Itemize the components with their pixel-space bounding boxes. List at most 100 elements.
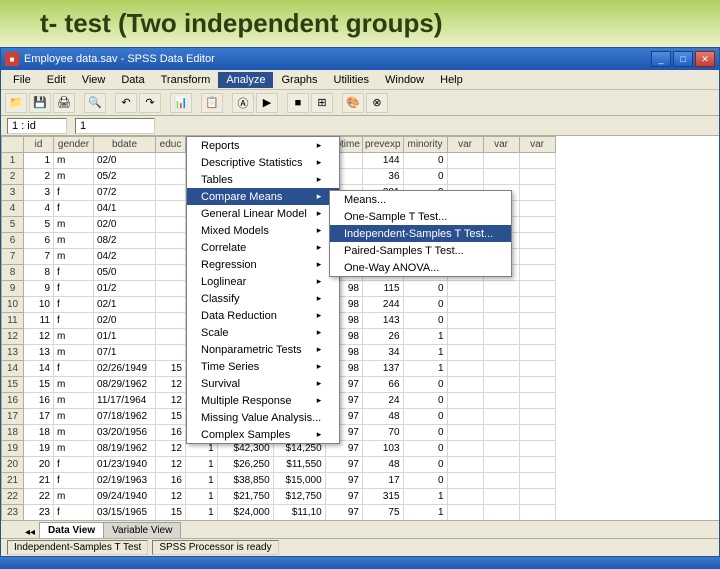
cell[interactable]: [483, 345, 519, 361]
cell[interactable]: [447, 473, 483, 489]
cell[interactable]: [447, 313, 483, 329]
row-header[interactable]: 1: [2, 153, 24, 169]
toolbar-button[interactable]: 💾: [29, 93, 51, 113]
row-header[interactable]: 13: [2, 345, 24, 361]
cell[interactable]: 16: [156, 425, 186, 441]
cell[interactable]: [519, 393, 555, 409]
cell[interactable]: [447, 425, 483, 441]
cell[interactable]: 21: [24, 473, 54, 489]
cell[interactable]: [483, 505, 519, 521]
submenu-item[interactable]: Means...: [330, 191, 511, 208]
cell[interactable]: 12: [24, 329, 54, 345]
cell[interactable]: 03/20/1956: [94, 425, 156, 441]
cell[interactable]: [519, 313, 555, 329]
cell[interactable]: f: [54, 473, 94, 489]
cell[interactable]: [519, 265, 555, 281]
cell[interactable]: 48: [362, 409, 403, 425]
row-header[interactable]: 16: [2, 393, 24, 409]
menu-transform[interactable]: Transform: [153, 72, 219, 88]
row-header[interactable]: 11: [2, 313, 24, 329]
cell[interactable]: 15: [156, 409, 186, 425]
toolbar-button[interactable]: ⊞: [311, 93, 333, 113]
cell[interactable]: 2: [24, 169, 54, 185]
cell[interactable]: 02/0: [94, 217, 156, 233]
cell[interactable]: 0: [403, 377, 447, 393]
cell[interactable]: 10: [24, 297, 54, 313]
cell[interactable]: [156, 329, 186, 345]
cell[interactable]: 0: [403, 473, 447, 489]
toolbar-button[interactable]: 📁: [5, 93, 27, 113]
cell[interactable]: f: [54, 185, 94, 201]
cell[interactable]: 20: [24, 457, 54, 473]
cell[interactable]: [519, 377, 555, 393]
cell[interactable]: 6: [24, 233, 54, 249]
cell[interactable]: [156, 217, 186, 233]
toolbar-button[interactable]: 🔍: [84, 93, 106, 113]
cell[interactable]: [156, 313, 186, 329]
cell[interactable]: [519, 217, 555, 233]
cell[interactable]: 05/0: [94, 265, 156, 281]
cell[interactable]: [483, 473, 519, 489]
cell[interactable]: [519, 281, 555, 297]
row-header[interactable]: 19: [2, 441, 24, 457]
cell[interactable]: 12: [156, 457, 186, 473]
cell[interactable]: m: [54, 217, 94, 233]
cell[interactable]: 08/2: [94, 233, 156, 249]
cell[interactable]: 3: [24, 185, 54, 201]
cell[interactable]: 15: [156, 361, 186, 377]
cell[interactable]: [519, 489, 555, 505]
row-header[interactable]: 21: [2, 473, 24, 489]
menu-item[interactable]: General Linear Model: [187, 205, 339, 222]
menu-item[interactable]: Loglinear: [187, 273, 339, 290]
cell[interactable]: 115: [362, 281, 403, 297]
cell[interactable]: [519, 441, 555, 457]
cell[interactable]: [156, 281, 186, 297]
submenu-item[interactable]: Paired-Samples T Test...: [330, 242, 511, 259]
cell[interactable]: 244: [362, 297, 403, 313]
cell[interactable]: 1: [403, 361, 447, 377]
cell[interactable]: m: [54, 409, 94, 425]
menu-item[interactable]: Multiple Response: [187, 392, 339, 409]
cell[interactable]: [447, 361, 483, 377]
menu-edit[interactable]: Edit: [39, 72, 74, 88]
cell[interactable]: 0: [403, 441, 447, 457]
cell[interactable]: [447, 505, 483, 521]
cell[interactable]: 0: [403, 169, 447, 185]
cell[interactable]: $24,000: [217, 505, 273, 521]
cell[interactable]: [519, 361, 555, 377]
cell[interactable]: 16: [156, 473, 186, 489]
cell[interactable]: [447, 441, 483, 457]
menu-analyze[interactable]: Analyze: [218, 72, 273, 88]
cell[interactable]: [156, 249, 186, 265]
cell[interactable]: 1: [186, 457, 218, 473]
cell[interactable]: 137: [362, 361, 403, 377]
cell[interactable]: $12,750: [273, 489, 325, 505]
cell[interactable]: 4: [24, 201, 54, 217]
cell[interactable]: [519, 249, 555, 265]
cell[interactable]: 9: [24, 281, 54, 297]
toolbar-button[interactable]: ▶: [256, 93, 278, 113]
cell[interactable]: [156, 169, 186, 185]
toolbar-button[interactable]: 🎨: [342, 93, 364, 113]
row-header[interactable]: 18: [2, 425, 24, 441]
cell[interactable]: $21,750: [217, 489, 273, 505]
row-header[interactable]: 8: [2, 265, 24, 281]
cell[interactable]: 08/29/1962: [94, 377, 156, 393]
cell[interactable]: 1: [24, 153, 54, 169]
row-header[interactable]: 15: [2, 377, 24, 393]
cell[interactable]: 12: [156, 441, 186, 457]
cell[interactable]: 15: [156, 505, 186, 521]
cell[interactable]: 15: [24, 377, 54, 393]
cell[interactable]: 04/1: [94, 201, 156, 217]
row-header[interactable]: 17: [2, 409, 24, 425]
close-button[interactable]: ✕: [695, 51, 715, 67]
cell[interactable]: 22: [24, 489, 54, 505]
cell[interactable]: [519, 505, 555, 521]
row-header[interactable]: 6: [2, 233, 24, 249]
cell[interactable]: 143: [362, 313, 403, 329]
column-header[interactable]: [2, 137, 24, 153]
cell[interactable]: 34: [362, 345, 403, 361]
row-header[interactable]: 5: [2, 217, 24, 233]
cell[interactable]: 0: [403, 393, 447, 409]
cell[interactable]: $11,550: [273, 457, 325, 473]
